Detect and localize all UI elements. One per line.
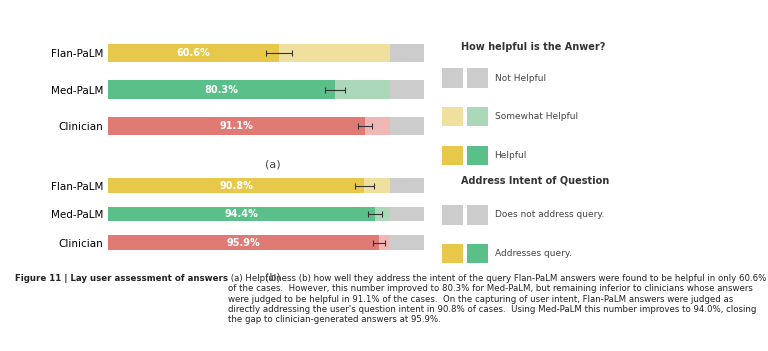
Bar xyxy=(390,178,425,193)
Bar xyxy=(108,117,366,135)
Text: Does not address query.: Does not address query. xyxy=(495,211,604,219)
Text: 94.4%: 94.4% xyxy=(224,209,258,219)
Text: Address Intent of Question: Address Intent of Question xyxy=(461,176,609,185)
Text: Addresses query.: Addresses query. xyxy=(495,249,571,258)
Bar xyxy=(390,236,425,250)
Text: 60.6%: 60.6% xyxy=(177,48,210,58)
Bar xyxy=(390,80,425,99)
Bar xyxy=(379,236,390,250)
Bar xyxy=(390,44,425,62)
Bar xyxy=(108,178,365,193)
Bar xyxy=(108,44,279,62)
Text: Helpful: Helpful xyxy=(495,151,527,160)
Text: 91.1%: 91.1% xyxy=(220,121,253,131)
Text: Not Helpful: Not Helpful xyxy=(495,74,546,82)
Text: 95.9%: 95.9% xyxy=(227,238,260,247)
Bar xyxy=(375,207,390,221)
Bar xyxy=(108,207,375,221)
Bar xyxy=(335,80,390,99)
Bar xyxy=(108,80,335,99)
Text: 80.3%: 80.3% xyxy=(204,85,238,94)
Bar xyxy=(390,207,425,221)
Bar xyxy=(108,236,379,250)
Text: Figure 11 | Lay user assessment of answers: Figure 11 | Lay user assessment of answe… xyxy=(15,274,228,283)
Bar xyxy=(390,117,425,135)
Text: (b): (b) xyxy=(265,272,280,282)
Text: 90.8%: 90.8% xyxy=(219,181,253,191)
Text: (a) Helpfulness (b) how well they address the intent of the query Flan-PaLM answ: (a) Helpfulness (b) how well they addres… xyxy=(228,274,766,324)
Text: How helpful is the Anwer?: How helpful is the Anwer? xyxy=(461,42,605,52)
Bar xyxy=(279,44,390,62)
Bar xyxy=(365,178,390,193)
Text: (a): (a) xyxy=(265,160,280,170)
Bar xyxy=(366,117,390,135)
Text: Somewhat Helpful: Somewhat Helpful xyxy=(495,112,578,121)
